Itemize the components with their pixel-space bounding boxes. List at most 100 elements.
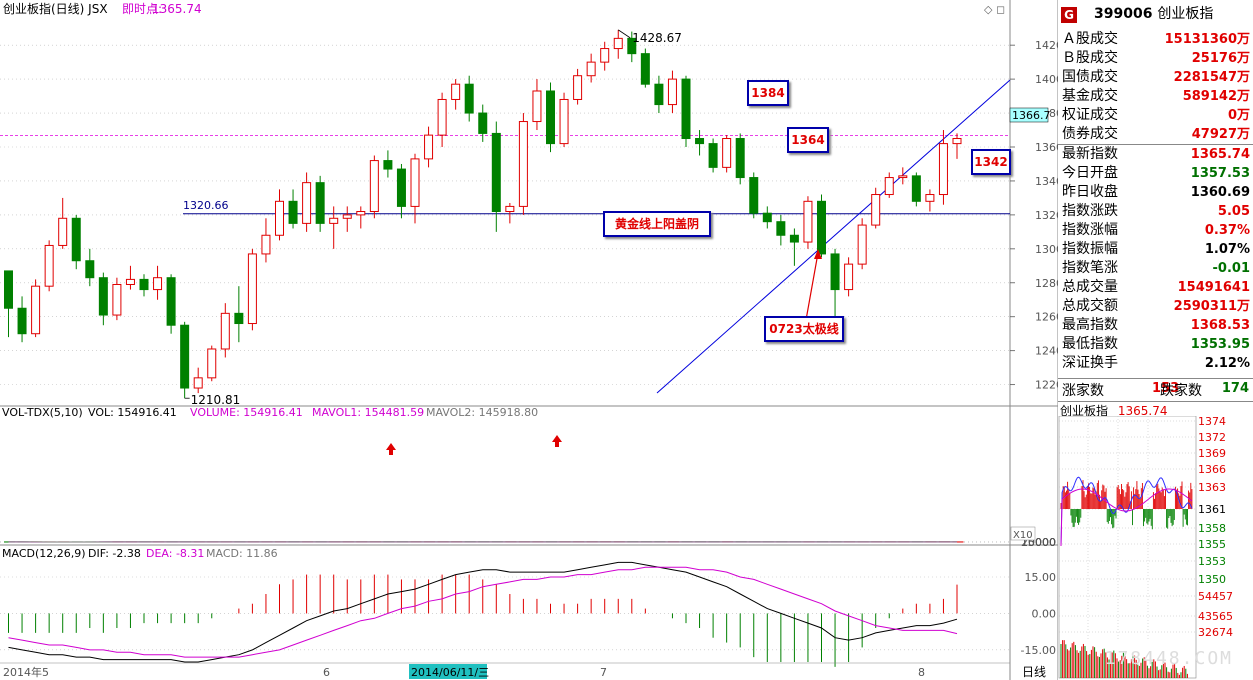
candle	[302, 172, 312, 232]
quote-row: 基金成交 589142万	[1062, 87, 1250, 106]
candle-body	[925, 194, 935, 202]
quote-label: 深证换手	[1062, 355, 1118, 371]
annotation-arrow	[805, 249, 822, 321]
quote-label: 总成交量	[1062, 279, 1118, 295]
candle-body	[98, 277, 108, 316]
quote-label: Ｂ股成交	[1062, 50, 1118, 66]
rise-value: 153	[1152, 381, 1180, 396]
candle-body	[153, 277, 163, 291]
candle-body	[329, 217, 339, 224]
candle	[613, 29, 623, 59]
mini-tick-label: 1366	[1198, 463, 1226, 476]
quote-label: 指数涨跌	[1062, 203, 1118, 219]
quote-label: 权证成交	[1062, 107, 1118, 123]
candle-body	[424, 134, 434, 160]
volume-unit-tag: X10	[1010, 526, 1036, 541]
fall-value: 174	[1221, 381, 1249, 396]
index-code: 399006	[1094, 6, 1153, 22]
price-tick-label: 1240	[1035, 345, 1063, 358]
mini-title: 创业板指	[1060, 404, 1109, 418]
candle-body	[938, 143, 948, 196]
quote-row: Ａ股成交 15131360万	[1062, 30, 1250, 49]
quote-label: 债券成交	[1062, 126, 1118, 142]
candle-body	[749, 177, 759, 214]
window-controls-icon[interactable]: ◇ ◻	[984, 3, 1005, 16]
annotation-1342: 1342	[971, 149, 1011, 175]
rise-label: 涨家数	[1062, 383, 1104, 399]
price-tick-label: 1400	[1035, 73, 1063, 86]
watermark: 178448.COM	[1104, 648, 1233, 669]
candle-body	[735, 138, 745, 179]
quote-label: 国债成交	[1062, 69, 1118, 85]
candle-body	[573, 75, 583, 100]
candle	[938, 130, 948, 205]
uptrend-line	[656, 79, 1011, 394]
candle	[857, 218, 867, 270]
candle-body	[518, 121, 528, 207]
candle-body	[532, 90, 542, 123]
candle-body	[776, 221, 786, 236]
candle-body	[640, 53, 650, 85]
mini-index-line	[1060, 476, 1193, 547]
candle-body	[383, 160, 393, 170]
quote-value: 1357.53	[1190, 166, 1250, 181]
candle	[261, 218, 271, 263]
candle-body	[261, 234, 271, 255]
quote-row: 债券成交 47927万	[1062, 125, 1250, 144]
candle	[817, 194, 826, 258]
mini-tick-label: 43565	[1198, 610, 1233, 623]
candle-body	[911, 175, 921, 202]
level-lines	[0, 135, 1010, 215]
candle	[31, 279, 41, 338]
candle	[559, 92, 569, 147]
period-tab[interactable]: 日线	[1022, 665, 1046, 679]
quote-value: 1360.69	[1190, 185, 1250, 200]
trend-line	[656, 79, 1011, 394]
candle-body	[288, 200, 298, 224]
candle-body	[437, 98, 447, 136]
quote-value: 1365.74	[1190, 147, 1250, 162]
fall-label: 跌家数	[1160, 383, 1202, 399]
candle	[424, 126, 434, 168]
candle	[71, 214, 81, 270]
quote-value: 2590311万	[1173, 299, 1250, 314]
candle-body	[803, 200, 813, 243]
candle-body	[586, 61, 596, 77]
market-g-icon[interactable]: G	[1061, 7, 1077, 23]
macd-axis: 15.00 0.00 -15.00	[1021, 571, 1056, 657]
macd-lines	[8, 561, 958, 663]
candle	[234, 286, 244, 343]
mini-tick-label: 1374	[1198, 416, 1226, 428]
candle-body	[884, 177, 894, 196]
candle	[884, 172, 894, 198]
date-label: 2014年5	[3, 665, 49, 679]
candle	[898, 167, 908, 185]
candle	[207, 345, 217, 382]
mini-grid	[1058, 416, 1197, 679]
date-label: 7	[600, 666, 607, 679]
volume-markers	[386, 435, 562, 455]
candle	[247, 248, 257, 331]
quote-panel: G 399006 创业板指 Ａ股成交 15131360万 Ｂ股成交 25176万 国债成…	[1058, 0, 1253, 680]
candle-body	[871, 194, 881, 226]
candle	[722, 135, 732, 173]
candle	[315, 175, 325, 232]
dea-line	[8, 566, 958, 658]
dea-value: DEA: -8.31	[146, 547, 204, 560]
price-tick-label: 1340	[1035, 175, 1063, 188]
candle	[288, 189, 298, 229]
candle-body	[234, 312, 244, 325]
annotation-golden-line: 黄金线上阳盖阴	[603, 211, 711, 237]
mavol1-value: MAVOL1: 154481.59	[312, 406, 424, 419]
quote-row: 指数笔涨 -0.01	[1062, 259, 1250, 278]
date-label: 6	[323, 666, 330, 679]
quote-label: 基金成交	[1062, 88, 1118, 104]
candle-body	[166, 277, 176, 326]
candle	[749, 172, 759, 219]
candle-body	[71, 217, 81, 262]
candle	[627, 31, 637, 63]
candle-body	[207, 348, 217, 379]
candle	[667, 70, 677, 114]
current-level-tag: 1366.7	[1009, 107, 1051, 123]
level-label: 1320.66	[183, 199, 229, 212]
